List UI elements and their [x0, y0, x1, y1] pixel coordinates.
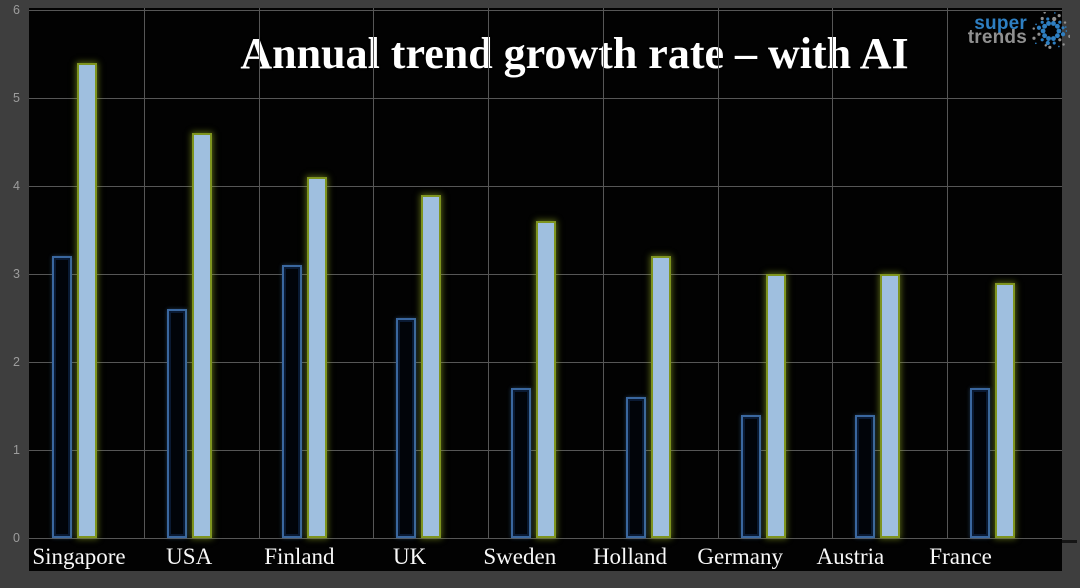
- bar-germany-series-2: [766, 274, 786, 538]
- v-gridline: [488, 8, 489, 538]
- bar-uk-series-1: [396, 318, 416, 538]
- v-gridline: [832, 8, 833, 538]
- bar-france-series-1: [970, 388, 990, 538]
- v-gridline: [373, 8, 374, 538]
- bar-holland-series-2: [651, 256, 671, 538]
- bar-finland-series-1: [282, 265, 302, 538]
- v-gridline: [144, 8, 145, 538]
- bar-holland-series-1: [626, 397, 646, 538]
- bar-usa-series-1: [167, 309, 187, 538]
- supertrends-burst-icon: [1032, 12, 1070, 49]
- axis-end-tick: [1062, 540, 1077, 543]
- chart-title: Annual trend growth rate – with AI: [240, 29, 909, 78]
- v-gridline: [603, 8, 604, 538]
- h-gridline-5: [29, 98, 1062, 99]
- category-label-usa: USA: [166, 544, 213, 569]
- h-gridline-0: [29, 538, 1062, 539]
- v-gridline: [718, 8, 719, 538]
- logo-text-trends: trends: [967, 27, 1027, 48]
- category-label-finland: Finland: [264, 544, 335, 569]
- chart-plot-area: Annual trend growth rate – with AI: [29, 8, 1062, 571]
- logo-text-super: super: [974, 13, 1027, 34]
- bar-france-series-2: [995, 282, 1015, 538]
- y-tick-label-5: 5: [13, 91, 20, 105]
- bar-austria-series-2: [880, 274, 900, 538]
- bar-austria-series-1: [855, 414, 875, 538]
- y-tick-label-4: 4: [13, 179, 20, 193]
- bar-finland-series-2: [307, 177, 327, 538]
- supertrends-logo-text: super trends: [967, 13, 1027, 48]
- supertrends-logo: super trends: [968, 12, 1070, 50]
- y-tick-label-2: 2: [13, 355, 20, 369]
- h-gridline-4: [29, 186, 1062, 187]
- bar-germany-series-1: [741, 414, 761, 538]
- bar-usa-series-2: [192, 133, 212, 538]
- bar-uk-series-2: [421, 194, 441, 538]
- category-label-holland: Holland: [592, 544, 668, 569]
- category-label-sweden: Sweden: [483, 544, 557, 569]
- category-label-uk: UK: [392, 544, 427, 569]
- v-gridline: [259, 8, 260, 538]
- bar-singapore-series-1: [52, 256, 72, 538]
- bar-singapore-series-2: [77, 62, 97, 538]
- y-tick-label-1: 1: [13, 443, 20, 457]
- bar-sweden-series-2: [536, 221, 556, 538]
- category-label-singapore: Singapore: [32, 544, 126, 569]
- y-tick-label-0: 0: [13, 531, 20, 545]
- category-label-austria: Austria: [816, 544, 885, 569]
- y-tick-label-6: 6: [13, 3, 20, 17]
- category-label-germany: Germany: [697, 544, 783, 569]
- v-gridline: [947, 8, 948, 538]
- bar-sweden-series-1: [511, 388, 531, 538]
- y-tick-label-3: 3: [13, 267, 20, 281]
- category-label-france: France: [929, 544, 992, 569]
- h-gridline-6: [29, 10, 1062, 11]
